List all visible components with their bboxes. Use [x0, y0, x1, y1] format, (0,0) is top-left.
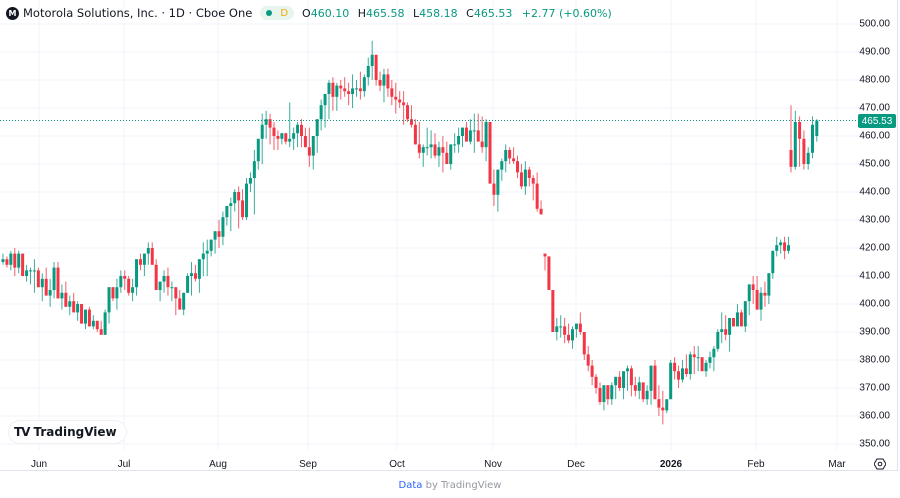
open-value: 460.10 [310, 6, 350, 20]
price-tick-label: 350.00 [859, 438, 890, 450]
price-tick-label: 450.00 [859, 158, 890, 170]
time-tick-label: Sep [299, 459, 317, 470]
close-label: C [466, 6, 474, 20]
price-tick-label: 370.00 [859, 382, 890, 394]
low-label: L [413, 6, 420, 20]
market-status-badge[interactable]: D [260, 6, 295, 20]
price-tick-label: 490.00 [859, 46, 890, 58]
open-label: O [302, 6, 311, 20]
attribution-text: by TradingView [422, 480, 502, 491]
time-tick-label: Nov [484, 459, 502, 470]
ohlc-values: O460.10 H465.58 L458.18 C465.53 +2.77 (+… [302, 7, 612, 20]
high-value: 465.58 [366, 6, 405, 20]
data-link[interactable]: Data [398, 480, 423, 491]
candlestick-plot[interactable] [0, 0, 900, 472]
market-open-dot-icon [266, 10, 273, 16]
price-tick-label: 360.00 [859, 410, 890, 422]
time-tick-label: Jul [117, 459, 131, 470]
time-tick-label: Mar [828, 459, 846, 470]
time-tick-label: Dec [567, 459, 585, 470]
time-tick-label: 2026 [659, 459, 683, 470]
low-value: 458.18 [419, 6, 458, 20]
last-price-tag: 465.53 [858, 114, 896, 128]
tradingview-logo[interactable]: TV TradingView [9, 421, 126, 443]
chart-frame [0, 0, 898, 471]
grid-lines [0, 0, 862, 450]
close-value: 465.53 [473, 6, 513, 20]
price-tick-label: 410.00 [859, 270, 890, 282]
price-tick-label: 380.00 [859, 354, 890, 366]
time-tick-label: Jun [30, 459, 48, 470]
price-tick-label: 480.00 [859, 74, 890, 86]
tradingview-logo-text: TradingView [33, 425, 117, 439]
time-tick-label: Oct [389, 459, 405, 470]
tradingview-logo-icon: TV [14, 425, 31, 439]
price-tick-label: 400.00 [859, 298, 890, 310]
high-label: H [357, 6, 366, 20]
symbol-title[interactable]: Motorola Solutions, Inc. · 1D · Cboe One [23, 6, 253, 20]
price-tick-label: 460.00 [859, 130, 890, 142]
settings-gear-icon[interactable] [874, 458, 886, 470]
price-tick-label: 390.00 [859, 326, 890, 338]
candles [1, 40, 819, 425]
delayed-data-label: D [280, 7, 289, 19]
change-value: +2.77 (+0.60%) [521, 6, 612, 20]
price-tick-label: 420.00 [859, 242, 890, 254]
price-tick-label: 470.00 [859, 102, 890, 114]
time-tick-label: Aug [209, 459, 227, 470]
footer-attribution: Data by TradingView [0, 480, 900, 491]
chart-header: M Motorola Solutions, Inc. · 1D · Cboe O… [6, 5, 612, 21]
price-tick-label: 500.00 [859, 18, 890, 30]
motorola-logo-icon: M [6, 6, 19, 20]
price-tick-label: 430.00 [859, 214, 890, 226]
time-tick-label: Feb [747, 459, 765, 470]
price-tick-label: 440.00 [859, 186, 890, 198]
